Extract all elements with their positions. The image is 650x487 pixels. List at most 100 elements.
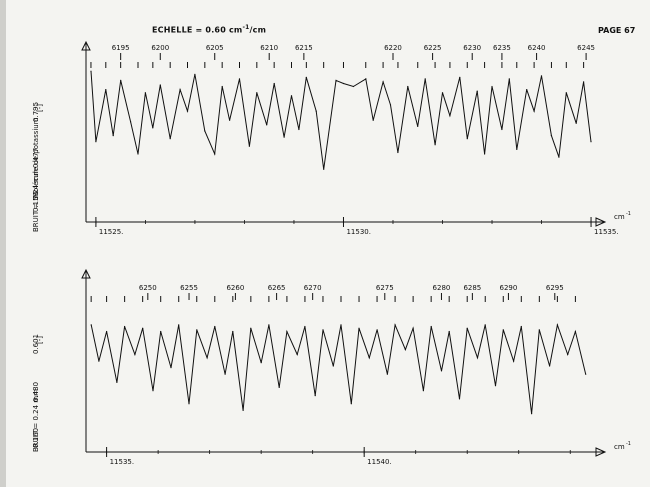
panel1-spectrum-point	[186, 110, 189, 112]
panel1-spectrum-point	[315, 110, 317, 112]
panel2-line-number: 6250	[139, 284, 157, 292]
panel1-line-number: 6240	[528, 44, 546, 52]
panel1-spectrum-point	[382, 81, 384, 83]
panel2-spectrum-point	[538, 329, 540, 331]
panel1-spectrum-point	[229, 119, 231, 121]
panel1-spectrum-point	[565, 92, 567, 94]
panel2-line-number: 6255	[180, 284, 198, 292]
chart-scale-title: ECHELLE = 0.60 cm-1/cm	[152, 24, 266, 35]
panel2-spectrum-point	[556, 324, 559, 326]
panel1-spectrum-point	[169, 138, 171, 140]
panel2-x-unit: cm	[614, 443, 625, 451]
panel2-line-number: 6275	[376, 284, 394, 292]
panel2-line-number: 6280	[433, 284, 451, 292]
panel2-x-axis-arrow	[595, 447, 607, 457]
panel1-spectrum-point	[397, 151, 399, 154]
panel1-spectrum-point	[407, 85, 409, 88]
panel1-x-tick-label: 11535.	[594, 228, 619, 236]
panel1-spectrum-point	[290, 95, 293, 97]
panel2-spectrum-point	[232, 330, 234, 333]
panel2-spectrum-point	[188, 403, 190, 405]
panel1-spectrum-point	[283, 136, 285, 138]
panel2-spectrum-point	[484, 324, 486, 326]
panel1-spectrum-point	[575, 122, 577, 124]
panel2-spectrum-point	[513, 360, 515, 362]
panel2-spectrum-point	[368, 357, 370, 359]
panel2-line-number: 6295	[546, 284, 564, 292]
panel2-spectrum-point	[466, 327, 468, 329]
panel1-spectrum-point	[305, 76, 307, 78]
panel1-spectrum-point	[533, 110, 535, 112]
panel1-spectrum-point	[256, 92, 258, 94]
panel2-spectrum-point	[412, 327, 414, 329]
panel1-spectrum-point	[459, 76, 461, 78]
panel2-x-tick-label: 11535.	[110, 458, 135, 466]
panel1-spectrum-point	[583, 81, 585, 83]
panel1-spectrum-point	[424, 78, 426, 80]
panel1-spectrum-point	[434, 144, 436, 146]
panel1-spectrum-point	[342, 82, 345, 85]
panel2-spectrum-point	[142, 327, 144, 329]
panel1-y-axis-arrow	[81, 40, 91, 51]
panel2-spectrum-point	[386, 373, 388, 375]
panel2-spectrum-point	[502, 329, 504, 331]
panel2-spectrum-point	[242, 409, 244, 411]
panel1-spectrum-point	[194, 73, 196, 75]
panel1-line-number: 6230	[463, 44, 481, 52]
panel2-spectrum-point	[358, 327, 360, 329]
panel2-spectrum-point	[585, 373, 587, 375]
panel1-spectrum-point	[590, 141, 592, 143]
panel2-line-number: 6290	[500, 284, 518, 292]
panel1-spectrum-point	[389, 104, 392, 106]
panel2-spectrum-point	[286, 330, 288, 333]
panel2-spectrum-point	[134, 353, 136, 356]
scale-suffix: /cm	[249, 25, 267, 35]
panel1-spectrum-point	[441, 92, 444, 94]
panel2-spectrum-point	[430, 325, 432, 328]
panel1-spectrum-point	[159, 84, 161, 86]
panel2-spectrum-point	[350, 403, 352, 405]
panel1-spectrum-point	[335, 79, 337, 81]
panel1-line-number: 6225	[424, 44, 442, 52]
panel1-spectrum-point	[508, 78, 510, 80]
panel2-spectrum-line	[90, 322, 587, 414]
panel2-spectrum-point	[394, 324, 396, 326]
panel1-chart: cm -1 11525. 11530. 11535. 6195 6200 6205 6210 62…	[81, 40, 631, 236]
panel1-line-number: 6220	[384, 44, 402, 52]
panel1-spectrum-point	[449, 115, 451, 117]
panel1-x-unit-exponent: -1	[626, 211, 631, 217]
panel2-spectrum-point	[567, 353, 569, 356]
panel1-spectrum-point	[144, 92, 146, 94]
scale-exponent: -1	[242, 24, 250, 31]
panel1-spectrum-point	[484, 153, 486, 155]
panel2-spectrum-point	[314, 395, 316, 397]
panel2-spectrum-point	[196, 329, 198, 331]
panel1-spectrum-point	[466, 138, 468, 140]
scale-prefix: ECHELLE = 0.60 cm	[152, 25, 243, 35]
panel2-x-unit-exponent: -1	[626, 441, 631, 447]
panel1-spectrum-point	[501, 128, 503, 131]
panel2-spectrum-point	[422, 390, 424, 392]
panel2-spectrum-point	[160, 330, 162, 333]
panel2-spectrum-point	[520, 325, 522, 328]
panel1-spectrum-point	[266, 124, 268, 126]
panel1-spectrum-point	[238, 78, 241, 80]
panel1-spectrum-line	[90, 71, 592, 170]
panel1-spectrum-point	[105, 89, 107, 91]
panel2-spectrum-point	[304, 325, 306, 328]
panel1-spectrum-point	[248, 145, 250, 147]
panel1-spectrum-point	[298, 128, 300, 131]
panel2-spectrum-point	[98, 360, 100, 362]
panel1-spectrum-point	[204, 130, 206, 132]
panel1-spectrum-point	[516, 148, 518, 150]
panel1-x-tick-label: 11525.	[99, 228, 124, 236]
panel1-spectrum-point	[137, 153, 139, 155]
panel1-spectrum-point	[372, 119, 374, 121]
panel2-spectrum-point	[340, 324, 342, 326]
panel1-line-number: 6200	[151, 44, 169, 52]
panel2-spectrum-point	[476, 357, 479, 359]
panel2-spectrum-point	[296, 353, 298, 356]
panel1-x-axis-arrow	[595, 217, 607, 227]
panel2-line-number: 6265	[268, 284, 286, 292]
